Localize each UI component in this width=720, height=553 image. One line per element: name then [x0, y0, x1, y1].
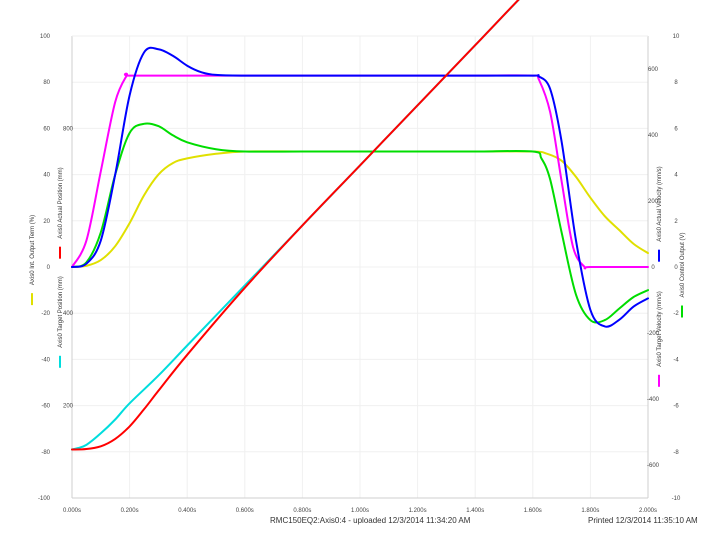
- left-outer-tick-label: 80: [43, 80, 50, 86]
- left-outer-tick-label: 0: [47, 265, 51, 271]
- legend-entry-pid-output: Axis0 Int. Output Term (%): [30, 215, 36, 306]
- right-outer-tick-label: 6: [674, 126, 678, 132]
- footer-source-label: RMC150EQ2:Axis0:4 - uploaded 12/3/2014 1…: [270, 516, 471, 525]
- footer-printed-label: Printed 12/3/2014 11:35:10 AM: [588, 516, 698, 525]
- right-outer-tick-label: 0: [674, 265, 678, 271]
- axes: 0.000s 0.200s 0.400s 0.600s 0.800s 1.000s 1.20…: [38, 34, 681, 514]
- left-outer-tick-label: -40: [41, 357, 50, 363]
- left-outer-tick-label: -100: [38, 496, 51, 502]
- right-inner-tick-label: 200: [648, 199, 659, 205]
- right-inner-tick-label: 0: [651, 265, 655, 271]
- x-tick-label: 1.000s: [351, 508, 369, 514]
- right-inner-tick-label: -200: [647, 331, 660, 337]
- left-inner-tick-label: 800: [63, 126, 74, 132]
- legend-entry-target-position: Axis0 Target Position (mm): [58, 276, 64, 368]
- right-outer-tick-label: -6: [673, 404, 679, 410]
- legend-label: Axis0 Actual Velocity (mm/s): [657, 166, 663, 241]
- left-outer-tick-label: 40: [43, 173, 50, 179]
- right-outer-tick-label: -2: [673, 311, 679, 317]
- left-inner-tick-label: 400: [63, 311, 74, 317]
- left-outer-tick-label: 60: [43, 126, 50, 132]
- right-inner-tick-label: 400: [648, 133, 659, 139]
- legend-entry-actual-position: Axis0 Actual Position (mm): [58, 167, 64, 259]
- x-tick-label: 2.000s: [639, 508, 657, 514]
- x-tick-label: 0.200s: [121, 508, 139, 514]
- legend-label: Axis0 Int. Output Term (%): [30, 215, 36, 285]
- legend-label: Axis0 Target Velocity (mm/s): [657, 291, 663, 367]
- legend-entry-control-output: Axis0 Control Output (V): [680, 232, 686, 318]
- grid: [71, 35, 649, 499]
- x-tick-label: 1.200s: [409, 508, 427, 514]
- x-tick-label: 1.400s: [466, 508, 484, 514]
- left-outer-tick-label: -80: [41, 450, 50, 456]
- right-outer-tick-label: 8: [674, 80, 678, 86]
- left-inner-tick-label: 200: [63, 404, 74, 410]
- right-inner-tick-label: -400: [647, 397, 660, 403]
- x-tick-label: 0.000s: [63, 508, 81, 514]
- x-tick-label: 0.400s: [178, 508, 196, 514]
- right-inner-tick-label: 600: [648, 67, 659, 73]
- left-outer-tick-label: 100: [40, 34, 51, 40]
- right-outer-tick-label: 4: [674, 173, 678, 179]
- series-line-actual-velocity: [71, 46, 649, 328]
- x-tick-label: 1.600s: [524, 508, 542, 514]
- series-line-actual-position: [71, 0, 520, 451]
- legend-entry-target-velocity: Axis0 Target Velocity (mm/s): [657, 291, 663, 387]
- right-outer-tick-label: -10: [672, 496, 681, 502]
- right-inner-tick-label: -600: [647, 463, 660, 469]
- right-outer-tick-label: 2: [674, 219, 678, 225]
- legend: Axis0 Int. Output Term (%) Axis0 Target P…: [30, 166, 686, 387]
- right-outer-tick-label: -8: [673, 450, 679, 456]
- series-lines: [71, 0, 649, 451]
- legend-label: Axis0 Target Position (mm): [58, 276, 64, 348]
- left-outer-tick-label: -20: [41, 311, 50, 317]
- legend-entry-actual-velocity: Axis0 Actual Velocity (mm/s): [657, 166, 663, 262]
- x-tick-label: 0.600s: [236, 508, 254, 514]
- left-outer-tick-label: 20: [43, 219, 50, 225]
- x-tick-label: 0.800s: [293, 508, 311, 514]
- x-tick-label: 1.800s: [581, 508, 599, 514]
- right-outer-tick-label: -4: [673, 357, 679, 363]
- legend-label: Axis0 Control Output (V): [680, 232, 686, 297]
- right-outer-tick-label: 10: [673, 34, 680, 40]
- left-outer-tick-label: -60: [41, 404, 50, 410]
- legend-label: Axis0 Actual Position (mm): [58, 167, 64, 238]
- series-line-control-output: [71, 122, 649, 324]
